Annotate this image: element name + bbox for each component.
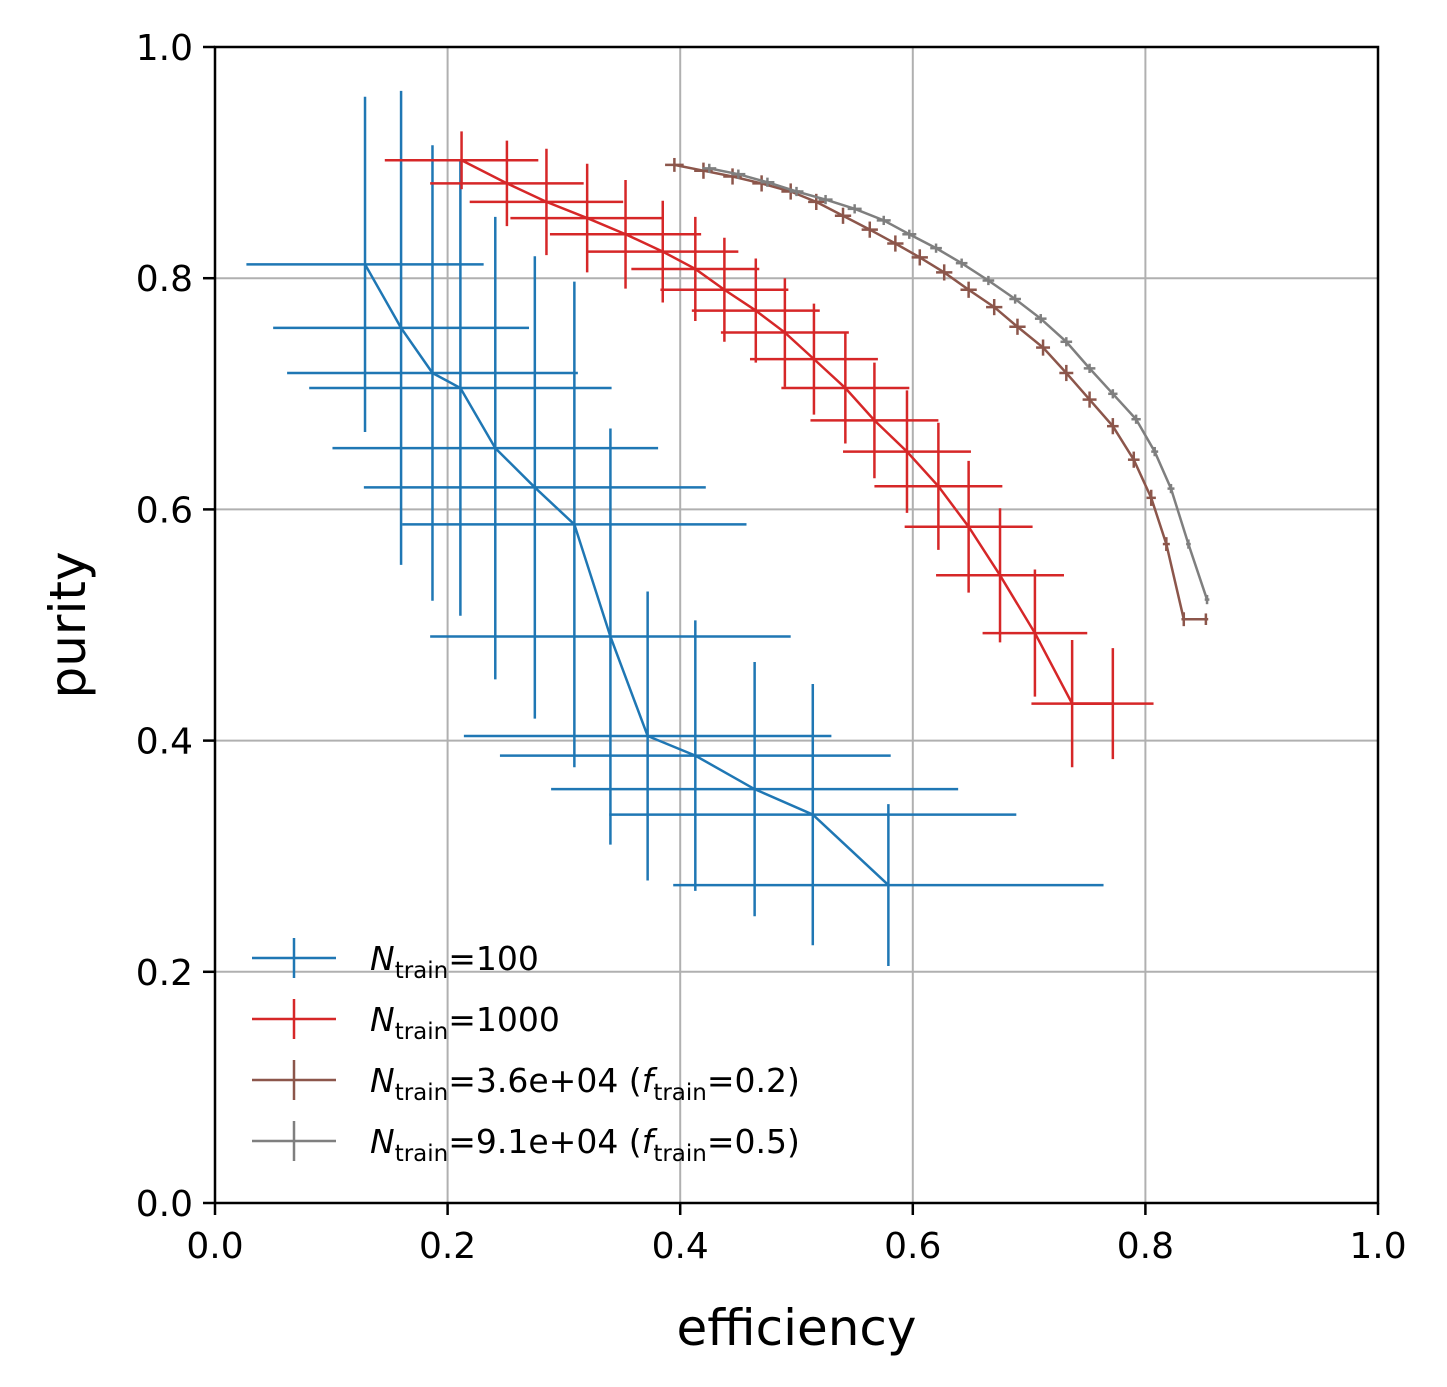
x-tick-label: 0.0 xyxy=(186,1226,243,1267)
y-tick-label: 0.8 xyxy=(136,259,193,300)
y-tick-label: 0.4 xyxy=(136,722,193,763)
legend-item: Ntrain=100 xyxy=(252,938,539,984)
x-tick-label: 0.8 xyxy=(1117,1226,1174,1267)
series-1 xyxy=(246,90,1104,967)
y-tick-label: 0.0 xyxy=(136,1184,193,1225)
x-tick-label: 1.0 xyxy=(1349,1226,1406,1267)
y-axis-label: purity xyxy=(39,551,97,698)
x-tick-label: 0.2 xyxy=(419,1226,476,1267)
series-line xyxy=(460,159,1113,705)
series-2 xyxy=(384,131,1154,768)
legend-item: Ntrain=1000 xyxy=(252,999,560,1045)
legend-label: Ntrain=9.1e+04 (ftrain=0.5) xyxy=(370,1122,800,1167)
legend-item: Ntrain=9.1e+04 (ftrain=0.5) xyxy=(252,1121,800,1167)
x-tick-label: 0.4 xyxy=(652,1226,709,1267)
x-tick-label: 0.6 xyxy=(884,1226,941,1267)
plot-frame xyxy=(213,45,1380,1205)
x-axis-label: efficiency xyxy=(676,1299,916,1357)
legend-label: Ntrain=100 xyxy=(370,939,539,984)
series-3 xyxy=(665,157,1209,627)
legend-label: Ntrain=1000 xyxy=(370,1000,560,1045)
y-tick-label: 0.2 xyxy=(136,953,193,994)
y-tick-label: 1.0 xyxy=(136,28,193,69)
series-4 xyxy=(702,163,1210,605)
axis-ticks: 0.0 0.2 0.4 0.6 0.8 1.0 0.0 0.2 0.4 0.6 0.8 1.0 xyxy=(136,28,1407,1267)
series-layer xyxy=(246,90,1210,967)
y-tick-label: 0.6 xyxy=(136,490,193,531)
